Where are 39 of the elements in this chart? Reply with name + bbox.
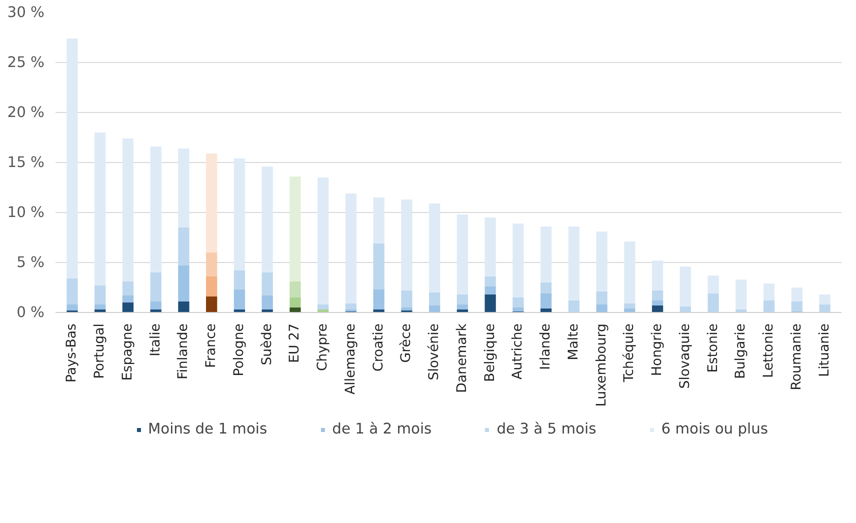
x-tick-label: Finlande [176,323,192,380]
x-tick-label: EU 27 [288,324,303,363]
x-tick-label: Autriche [510,323,526,380]
legend-label: de 1 à 2 mois [332,420,432,438]
y-tick-label: 25 % [7,54,45,71]
x-tick-label: Tchéquie [622,323,638,384]
x-tick-label: Malte [566,324,582,360]
x-tick-label: Italie [148,323,164,356]
x-tick-label: Suède [260,323,275,366]
x-tick-label: Allemagne [343,323,358,394]
x-tick-label: Lettonie [762,323,777,378]
x-tick-label: Pays-Bas [64,323,80,383]
x-tick-label: France [204,323,220,368]
x-tick-label: Irlande [538,323,554,370]
x-tick-label: Espagne [120,323,136,381]
legend-label: 6 mois ou plus [661,420,768,438]
x-tick-label: Belgique [482,323,498,382]
x-tick-label: Grèce [399,323,414,363]
x-tick-label: Luxembourg [594,323,610,407]
x-tick-label: Chypre [316,323,331,371]
x-tick-label: Hongrie [650,324,666,376]
legend-label: Moins de 1 mois [148,420,268,438]
y-tick-label: 5 % [16,254,45,271]
y-tick-label: 10 % [7,204,45,221]
x-tick-label: Roumanie [789,324,804,390]
x-tick-label: Croatie [371,323,386,372]
x-tick-label: Danemark [454,323,470,393]
x-tick-label: Bulgarie [734,323,749,379]
x-tick-label: Lituanie [817,323,832,377]
x-tick-label: Pologne [232,323,247,376]
x-tick-label: Slovénie [427,323,442,380]
y-tick-label: 30 % [7,4,45,21]
x-tick-label: Portugal [92,323,108,379]
x-tick-label: Slovaquie [678,323,693,389]
x-tick-label: Estonie [706,323,721,373]
y-tick-label: 20 % [7,104,45,121]
y-tick-label: 0 % [16,304,45,321]
legend-label: de 3 à 5 mois [496,420,596,438]
y-tick-label: 15 % [7,154,45,171]
